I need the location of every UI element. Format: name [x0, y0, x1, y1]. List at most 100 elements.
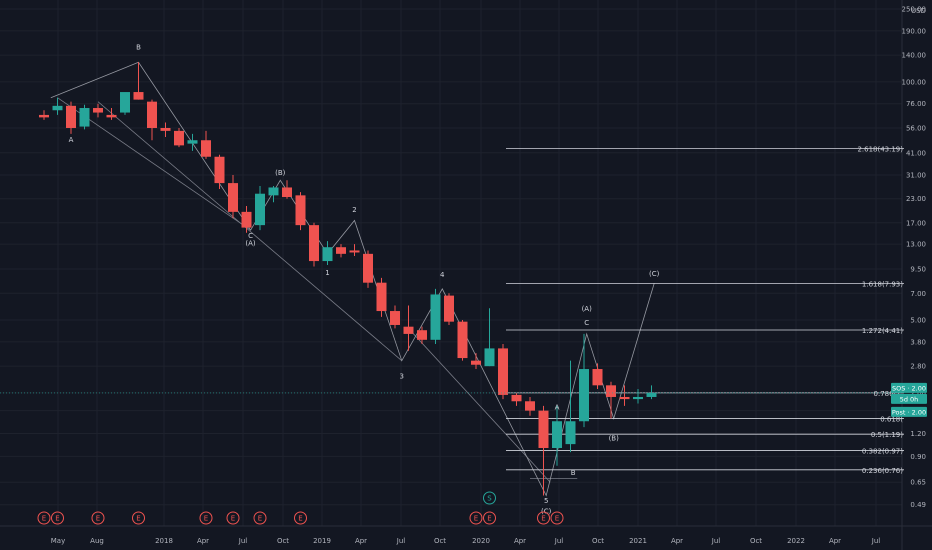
x-tick-label: Oct: [750, 537, 762, 545]
candle-body: [52, 105, 63, 111]
x-tick-label: Apr: [671, 537, 683, 545]
x-tick-label: Apr: [829, 537, 841, 545]
wave-label: 3: [400, 372, 404, 380]
candle-body: [471, 360, 481, 365]
candle-body: [606, 385, 616, 397]
fib-level-label: 1.272(4.41): [862, 327, 903, 335]
candle-body: [403, 326, 414, 334]
wave-label: 4: [440, 271, 445, 279]
candle-body: [268, 187, 279, 196]
y-tick-label: 76.00: [906, 100, 926, 108]
fib-level-label: 0.786(1.: [874, 390, 903, 398]
earnings-marker-label: E: [136, 515, 140, 523]
candle-body: [187, 140, 198, 144]
x-tick-label: Jul: [711, 537, 721, 545]
candle-body: [619, 396, 630, 400]
y-tick-label: 56.00: [906, 124, 926, 132]
y-tick-label: 2.80: [910, 363, 926, 371]
x-tick-label: Apr: [197, 537, 209, 545]
price-tag: [891, 382, 927, 393]
candle-body: [66, 105, 76, 128]
fib-level-label: 0.236(0.76): [862, 467, 903, 475]
y-tick-label: 140.00: [902, 52, 927, 60]
x-tick-label: 2021: [629, 537, 647, 545]
candle-body: [538, 410, 549, 448]
candle-body: [147, 101, 157, 128]
wave-label: C: [248, 232, 253, 240]
candle-body: [579, 369, 589, 422]
price-tag: [891, 406, 927, 417]
x-tick-label: Oct: [434, 537, 446, 545]
earnings-marker-label: E: [474, 515, 478, 523]
y-tick-label: 17.00: [906, 219, 926, 227]
x-tick-label: 2022: [787, 537, 805, 545]
x-tick-label: Oct: [277, 537, 289, 545]
x-tick-label: Jul: [396, 537, 406, 545]
candle-body: [309, 225, 319, 262]
earnings-marker-label: E: [555, 515, 559, 523]
earnings-marker: [483, 511, 496, 525]
candle-body: [633, 396, 643, 400]
candle-body: [201, 140, 211, 157]
wave-label: 2: [352, 206, 356, 214]
candle-body: [565, 421, 576, 445]
earnings-marker: [537, 511, 550, 525]
fib-level-label: 0.5(1.19): [871, 431, 903, 439]
y-tick-label: 31.00: [906, 172, 926, 180]
earnings-marker-label: E: [541, 515, 545, 523]
currency-label: USD: [911, 7, 926, 15]
x-tick-label: Jul: [871, 537, 881, 545]
wave-label: A: [69, 136, 74, 144]
earnings-marker: [253, 511, 267, 525]
candle-body: [79, 108, 90, 127]
x-tick-label: Oct: [592, 537, 604, 545]
candle-body: [214, 156, 225, 184]
candle-body: [552, 421, 562, 448]
price-tag-label: 5d 0h: [900, 395, 919, 403]
candle-body: [430, 294, 441, 340]
wave-label: B: [136, 44, 141, 52]
wave-label: (B): [609, 434, 620, 442]
split-marker-label: S: [487, 495, 492, 503]
fib-level-label: 0.382(0.97): [862, 447, 903, 455]
fib-level-label: 1.618(7.93): [862, 280, 903, 288]
earnings-marker: [132, 511, 145, 525]
candle-body: [511, 394, 522, 402]
y-tick-label: 7.00: [910, 290, 926, 298]
fib-level-label: 0.618(: [880, 415, 903, 423]
channel-line: [97, 101, 403, 361]
wave-label: (B): [275, 169, 286, 177]
y-tick-label: 0.49: [910, 501, 926, 509]
y-tick-label: 250.00: [902, 6, 927, 14]
earnings-marker-label: E: [231, 515, 235, 523]
candle-body: [484, 348, 495, 367]
candle-body: [592, 369, 603, 386]
wave-label: (C): [649, 270, 660, 278]
candle-body: [255, 193, 265, 226]
candle-body: [417, 330, 427, 340]
candle-body: [498, 348, 508, 395]
candle-body: [120, 92, 130, 113]
wave-label: (A): [582, 305, 593, 313]
earnings-marker-label: E: [42, 515, 46, 523]
candle-body: [336, 247, 346, 254]
candle-body: [174, 130, 184, 146]
earnings-marker: [51, 511, 64, 525]
wave-label: 1: [325, 269, 329, 277]
candle-body: [390, 311, 400, 325]
wave-label: A: [555, 404, 560, 412]
wave-label: (C): [541, 507, 552, 515]
x-tick-label: 2020: [472, 537, 490, 545]
y-tick-label: 190.00: [902, 27, 927, 35]
earnings-marker-label: E: [298, 515, 302, 523]
y-tick-label: 3.80: [910, 338, 926, 346]
candle-body: [93, 108, 103, 113]
y-tick-label: 0.90: [910, 453, 926, 461]
earnings-marker: [550, 511, 564, 525]
x-tick-label: 2018: [155, 537, 173, 545]
earnings-marker: [199, 511, 213, 525]
candle-body: [363, 253, 373, 283]
split-marker: [483, 491, 496, 505]
